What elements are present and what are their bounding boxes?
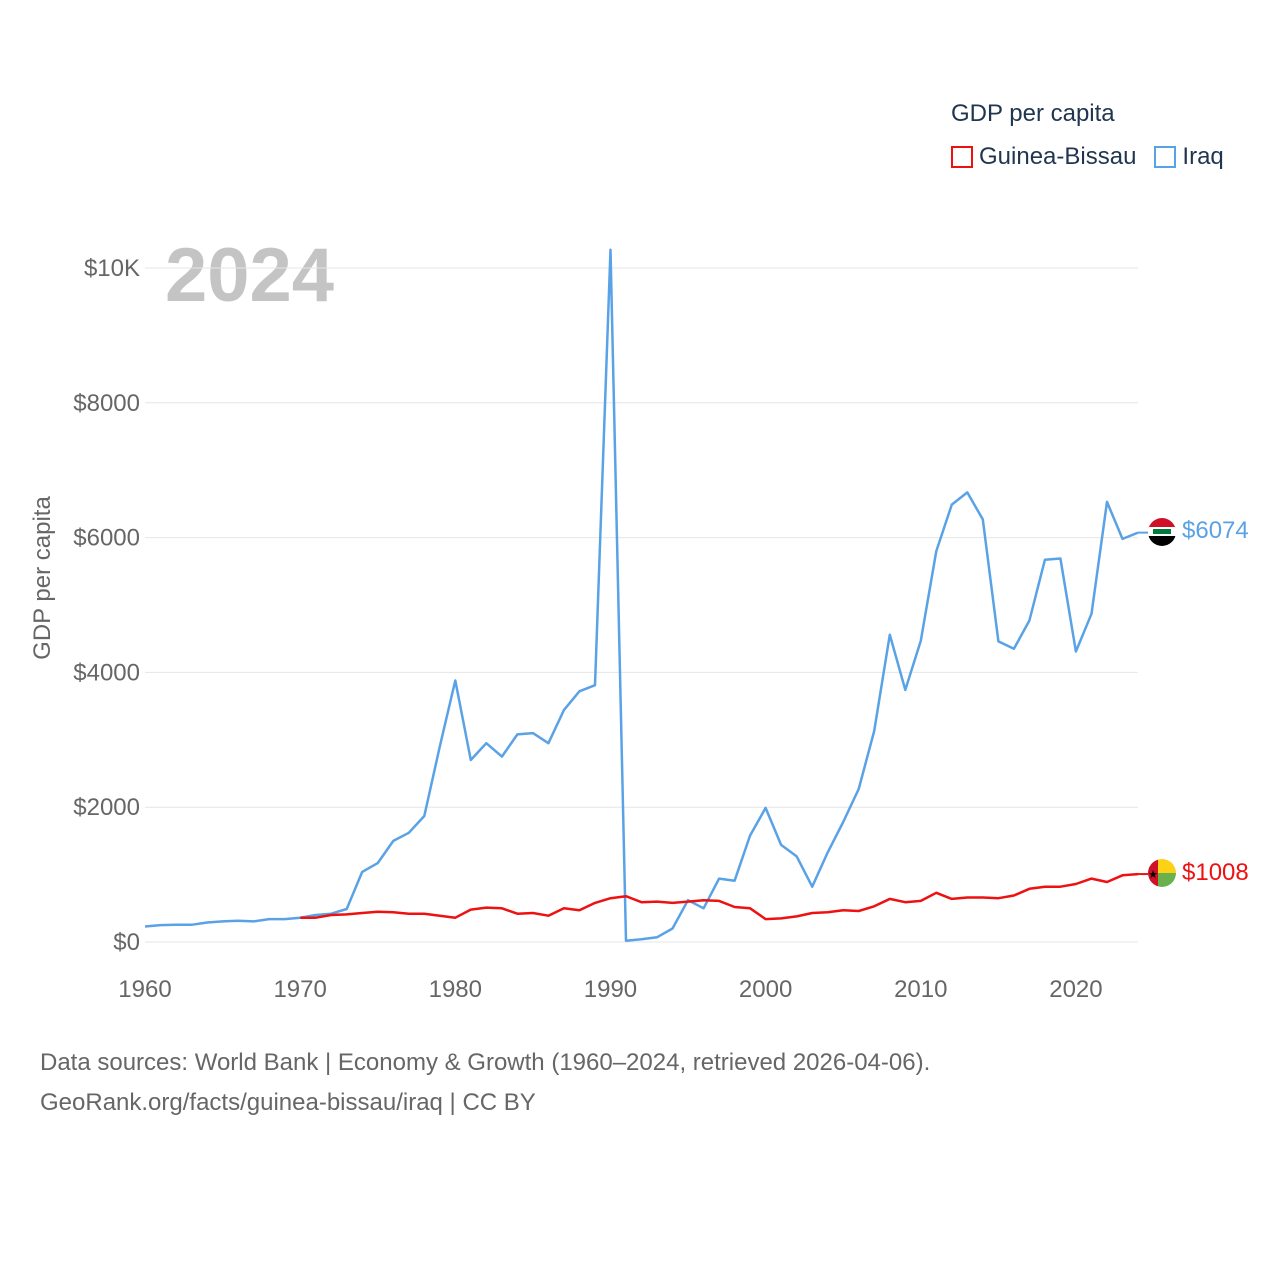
source-note: Data sources: World Bank | Economy & Gro… <box>40 1043 930 1123</box>
x-tick-label: 1980 <box>429 976 482 1003</box>
legend-swatch-iraq <box>1154 146 1177 168</box>
year-label: 2024 <box>165 233 335 318</box>
legend-swatch-guinea-bissau <box>951 146 973 168</box>
series-line-guinea-bissau[interactable] <box>300 872 1139 921</box>
legend: Guinea-Bissau Iraq <box>951 143 1242 171</box>
end-label-iraq: $6074 <box>1182 517 1249 544</box>
x-axis-ticks: 1960 1970 1980 1990 2000 2010 2020 <box>118 976 1102 1003</box>
x-tick-label: 1990 <box>584 976 637 1003</box>
source-line-2[interactable]: GeoRank.org/facts/guinea-bissau/iraq | C… <box>40 1089 536 1116</box>
svg-text:★: ★ <box>1148 869 1158 881</box>
legend-title: GDP per capita <box>951 100 1115 127</box>
y-tick-label: $2000 <box>73 794 140 821</box>
y-axis-ticks: $0 $2000 $4000 $6000 $8000 $10K <box>73 255 140 956</box>
legend-label-iraq: Iraq <box>1182 143 1224 170</box>
x-tick-label: 2020 <box>1049 976 1102 1003</box>
y-tick-label: $10K <box>84 255 140 282</box>
flag-guinea-bissau-icon: ★ <box>1148 859 1176 887</box>
source-line-1: Data sources: World Bank | Economy & Gro… <box>40 1049 931 1076</box>
legend-label-guinea-bissau: Guinea-Bissau <box>979 143 1137 170</box>
x-tick-label: 2010 <box>894 976 947 1003</box>
x-tick-label: 1970 <box>273 976 326 1003</box>
legend-item-guinea-bissau[interactable]: Guinea-Bissau <box>951 143 1136 171</box>
legend-item-iraq[interactable]: Iraq <box>1154 143 1224 171</box>
y-tick-label: $0 <box>113 929 140 956</box>
series-line-iraq[interactable] <box>144 248 1139 942</box>
series-lines <box>144 248 1148 942</box>
y-tick-label: $6000 <box>73 525 140 552</box>
gridlines <box>145 267 1138 943</box>
flag-iraq-icon <box>1148 518 1176 546</box>
y-tick-label: $4000 <box>73 659 140 686</box>
x-tick-label: 1960 <box>118 976 171 1003</box>
y-tick-label: $8000 <box>73 390 140 417</box>
x-tick-label: 2000 <box>739 976 792 1003</box>
end-label-guinea-bissau: $1008 <box>1182 859 1249 886</box>
